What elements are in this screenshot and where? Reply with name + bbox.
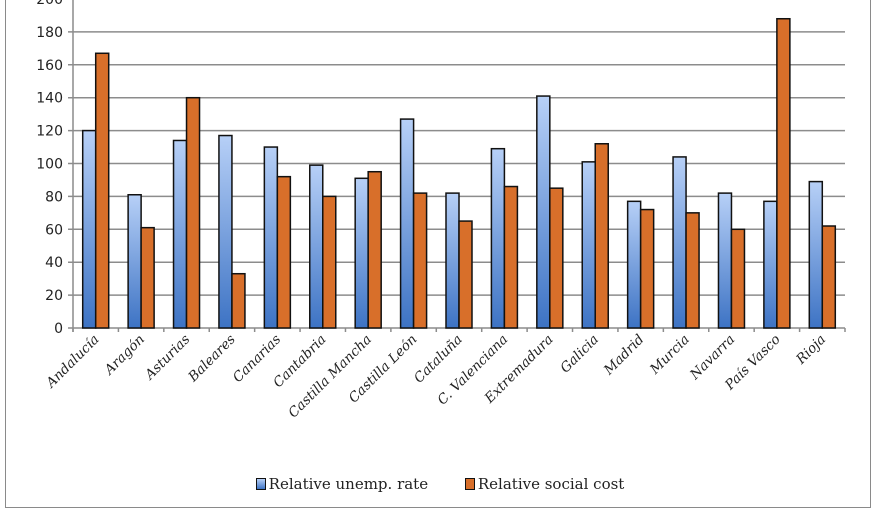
bar-unemp-rate bbox=[490, 147, 506, 329]
bar-social-cost bbox=[730, 228, 746, 329]
x-tick-label: Andalucía bbox=[42, 332, 103, 393]
x-tick-label: Galicia bbox=[557, 332, 602, 377]
bar-social-cost bbox=[412, 192, 428, 329]
bar-social-cost bbox=[367, 170, 382, 329]
bar-unemp-rate bbox=[536, 95, 551, 329]
y-tick-label: 0 bbox=[54, 321, 63, 337]
bar-unemp-rate bbox=[399, 118, 415, 329]
bar-social-cost bbox=[503, 185, 519, 329]
y-tick-label: 60 bbox=[45, 222, 63, 238]
bar-unemp-rate bbox=[626, 200, 642, 329]
bar-unemp-rate bbox=[808, 180, 824, 329]
bar-social-cost bbox=[821, 225, 837, 329]
legend-swatch-blue bbox=[255, 478, 266, 490]
bar-social-cost bbox=[94, 52, 110, 329]
bar-unemp-rate bbox=[354, 177, 369, 329]
x-tick-label: Aragón bbox=[100, 332, 148, 380]
bar-social-cost bbox=[594, 143, 609, 329]
bar-unemp-rate bbox=[127, 194, 142, 329]
legend-item: Relative social cost bbox=[464, 475, 625, 493]
x-tick-label: Rioja bbox=[792, 332, 829, 369]
x-tick-label: Castilla Mancha bbox=[285, 332, 375, 422]
bar-social-cost bbox=[685, 212, 700, 329]
bar-unemp-rate bbox=[763, 200, 778, 329]
bar-unemp-rate bbox=[717, 192, 733, 329]
x-tick-label: Murcia bbox=[646, 332, 693, 379]
x-tick-label: Madrid bbox=[600, 331, 648, 379]
bar-social-cost bbox=[276, 175, 292, 329]
y-tick-label: 120 bbox=[36, 124, 63, 140]
bar-social-cost bbox=[458, 220, 473, 329]
x-tick-label: Asturias bbox=[141, 331, 194, 384]
x-tick-label: Baleares bbox=[185, 331, 239, 385]
y-tick-label: 80 bbox=[45, 189, 63, 205]
bar-social-cost bbox=[322, 195, 337, 329]
bar-unemp-rate bbox=[309, 164, 324, 329]
y-tick-label: 160 bbox=[36, 58, 63, 74]
bar-social-cost bbox=[185, 96, 201, 329]
y-tick-label: 140 bbox=[36, 91, 63, 107]
bar-social-cost bbox=[140, 226, 155, 329]
bar-social-cost bbox=[639, 208, 655, 329]
bar-unemp-rate bbox=[81, 129, 97, 329]
y-tick-label: 40 bbox=[45, 255, 63, 271]
bar-unemp-rate bbox=[581, 161, 596, 329]
bar-chart: 0 20 40 60 80 100 120 140 160 180 200 AndalucíaArag… bbox=[36, 0, 846, 422]
legend: Relative unemp. rate Relative social cos… bbox=[0, 475, 880, 494]
legend-item: Relative unemp. rate bbox=[255, 475, 429, 493]
y-tick-label: 20 bbox=[45, 288, 63, 304]
legend-label: Relative unemp. rate bbox=[268, 475, 429, 493]
y-tick-label: 200 bbox=[36, 0, 63, 8]
y-tick-label: 180 bbox=[36, 25, 63, 41]
legend-label: Relative social cost bbox=[477, 475, 625, 493]
bar-social-cost bbox=[549, 187, 564, 329]
bar-unemp-rate bbox=[672, 156, 687, 329]
bar-unemp-rate bbox=[218, 134, 233, 329]
legend-swatch-orange bbox=[464, 478, 475, 490]
bar-unemp-rate bbox=[445, 192, 460, 329]
bar-unemp-rate bbox=[172, 139, 188, 329]
bar-social-cost bbox=[776, 17, 791, 329]
bar-social-cost bbox=[231, 272, 246, 329]
y-tick-label: 100 bbox=[36, 157, 63, 173]
bar-unemp-rate bbox=[263, 146, 279, 329]
